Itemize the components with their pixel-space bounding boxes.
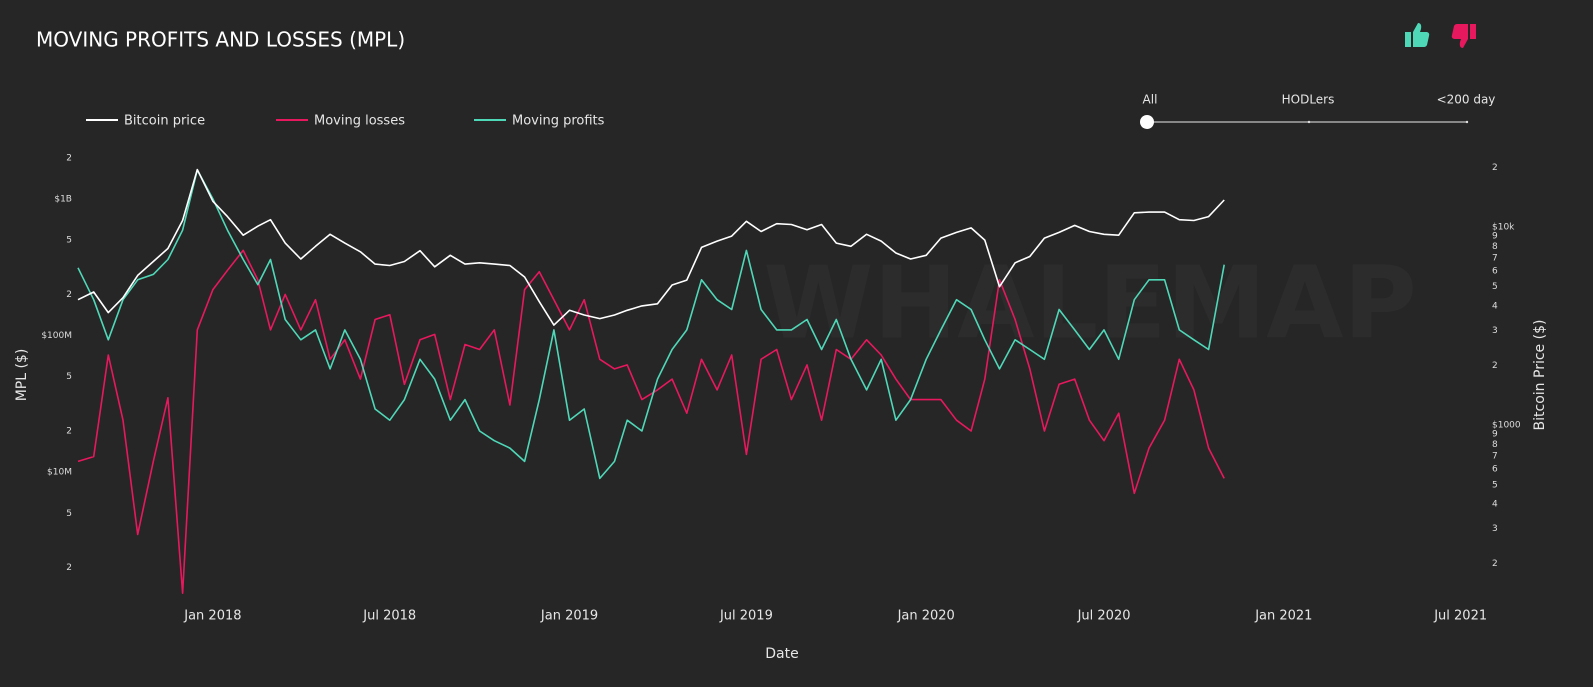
y2-tick-label: 7 bbox=[1492, 253, 1498, 263]
y2-tick-label: 5 bbox=[1492, 480, 1498, 490]
y2-tick-label: 6 bbox=[1492, 267, 1498, 277]
filter-slider[interactable] bbox=[1147, 120, 1469, 124]
y2-tick-label: $10k bbox=[1492, 223, 1515, 233]
watermark: WHALEMAP bbox=[763, 244, 1417, 361]
y2-axis-title: Bitcoin Price ($) bbox=[1532, 320, 1548, 431]
y-tick-label: $100M bbox=[41, 331, 72, 341]
y2-tick-label: 7 bbox=[1492, 451, 1498, 461]
y-tick-label: 2 bbox=[66, 563, 72, 573]
x-tick-label: Jan 2020 bbox=[897, 609, 955, 624]
y2-tick-label: 2 bbox=[1492, 163, 1498, 173]
y2-tick-label: 6 bbox=[1492, 465, 1498, 475]
x-tick-label: Jul 2019 bbox=[719, 609, 773, 624]
x-tick-label: Jul 2021 bbox=[1433, 609, 1487, 624]
like-button[interactable] bbox=[1405, 23, 1430, 47]
x-tick-label: Jul 2018 bbox=[362, 609, 416, 624]
y-tick-label: $10M bbox=[47, 468, 72, 478]
x-tick-label: Jan 2019 bbox=[540, 609, 598, 624]
y-tick-label: 2 bbox=[66, 153, 72, 163]
series-line bbox=[77, 249, 1225, 594]
filter-option[interactable]: All bbox=[1143, 93, 1158, 107]
y2-tick-label: 4 bbox=[1492, 301, 1498, 311]
legend-label: Moving losses bbox=[314, 114, 405, 129]
y2-tick-label: 2 bbox=[1492, 559, 1498, 569]
y2-tick-label: $1000 bbox=[1492, 421, 1521, 431]
x-tick-label: Jan 2021 bbox=[1254, 609, 1312, 624]
slider-thumb[interactable] bbox=[1140, 115, 1154, 129]
x-axis-title: Date bbox=[765, 646, 798, 662]
y2-tick-label: 3 bbox=[1492, 326, 1498, 336]
x-tick-label: Jan 2018 bbox=[183, 609, 241, 624]
y2-tick-label: 9 bbox=[1492, 430, 1498, 440]
series-line bbox=[77, 169, 1225, 480]
y2-tick-label: 8 bbox=[1492, 440, 1498, 450]
filter-option[interactable]: HODLers bbox=[1282, 93, 1335, 107]
y-tick-label: 2 bbox=[66, 290, 72, 300]
y2-tick-label: 3 bbox=[1492, 524, 1498, 534]
chart-title: MOVING PROFITS AND LOSSES (MPL) bbox=[36, 28, 405, 52]
dislike-button[interactable] bbox=[1451, 24, 1476, 48]
legend-label: Moving profits bbox=[512, 114, 605, 129]
y2-tick-label: 8 bbox=[1492, 242, 1498, 252]
legend-label: Bitcoin price bbox=[124, 114, 205, 129]
y2-tick-label: 2 bbox=[1492, 361, 1498, 371]
y-tick-label: 5 bbox=[66, 236, 72, 246]
y-tick-label: $1B bbox=[54, 194, 72, 204]
y-tick-label: 2 bbox=[66, 427, 72, 437]
y2-tick-label: 4 bbox=[1492, 499, 1498, 509]
y-tick-label: 5 bbox=[66, 509, 72, 519]
series-line bbox=[77, 168, 1225, 326]
y-axis-title: MPL ($) bbox=[14, 349, 30, 402]
y2-tick-label: 5 bbox=[1492, 282, 1498, 292]
y2-tick-label: 9 bbox=[1492, 232, 1498, 242]
x-tick-label: Jul 2020 bbox=[1077, 609, 1131, 624]
y-tick-label: 5 bbox=[66, 372, 72, 382]
filter-option[interactable]: <200 day bbox=[1437, 93, 1496, 107]
